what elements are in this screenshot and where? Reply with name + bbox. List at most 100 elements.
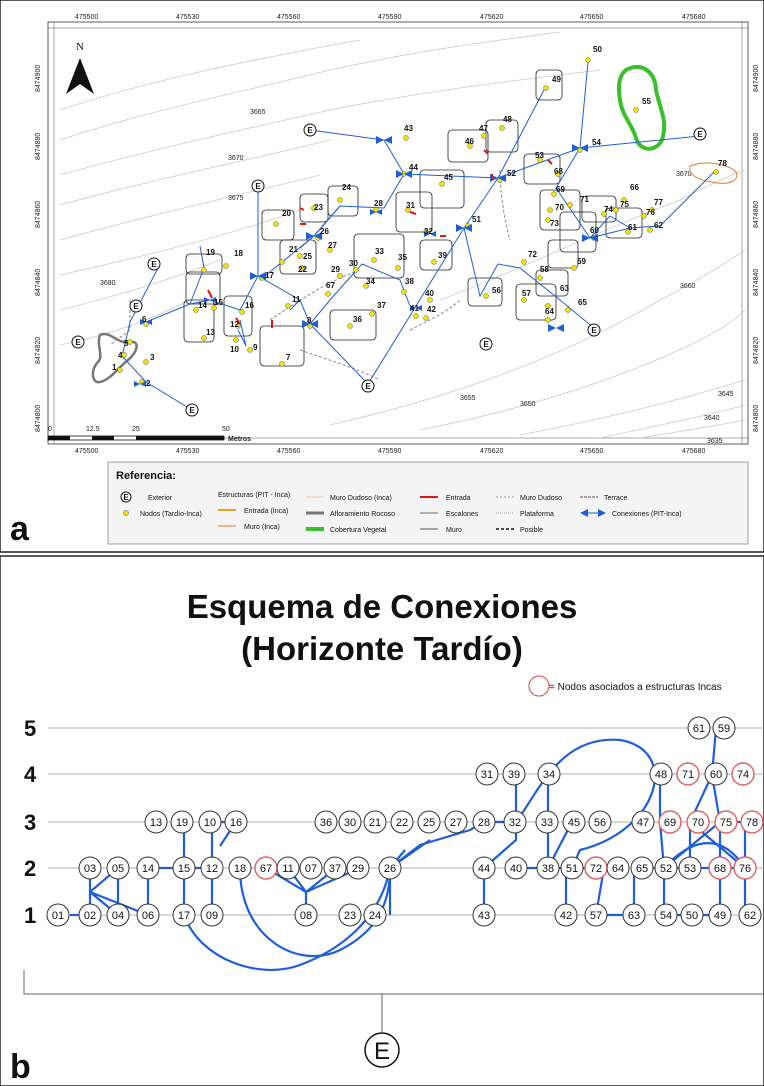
- node-ring: [649, 762, 673, 786]
- map-node-label: 57: [522, 289, 531, 298]
- node-ring: [276, 856, 300, 880]
- map-node-label: 29: [331, 265, 340, 274]
- map-node-label: 63: [560, 284, 569, 293]
- node-ring: [606, 856, 630, 880]
- map-node-label: 22: [298, 265, 307, 274]
- schema-node: 26: [378, 856, 402, 880]
- node-ring: [228, 856, 252, 880]
- schema-node-label: 48: [655, 769, 667, 781]
- legend-terrace: Terrace: [604, 495, 627, 502]
- y-tick: 8474840: [753, 269, 760, 296]
- schema-node: 08: [294, 903, 318, 927]
- level-labels: 5 4 3 2 1: [24, 716, 37, 928]
- node-ring: [562, 810, 586, 834]
- schema-node: 64: [606, 856, 630, 880]
- map-node-label: 42: [427, 305, 436, 314]
- map-node-label: 39: [438, 251, 447, 260]
- schema-node: 68: [708, 856, 732, 880]
- node-ring: [323, 856, 347, 880]
- exterior-label: E: [133, 302, 139, 311]
- map-node-label: 58: [540, 265, 549, 274]
- inca-node-ring: [658, 810, 682, 834]
- node-ring: [654, 856, 678, 880]
- inca-node-ring: [676, 762, 700, 786]
- map-node-label: 15: [214, 298, 223, 307]
- map-node-label: 20: [282, 209, 291, 218]
- exterior-marker: E: [361, 379, 375, 393]
- legend-structures-title: Estructuras (PIT - Inca): [218, 492, 290, 499]
- schema-node-label: 74: [737, 769, 749, 781]
- map-node-label: 30: [349, 259, 358, 268]
- scale-label: 25: [132, 426, 140, 433]
- legend-muro-inca: Muro (Inca): [244, 524, 280, 531]
- x-tick: 475620: [480, 14, 503, 21]
- map-node-label: 59: [577, 257, 586, 266]
- schema-node-label: 44: [478, 863, 490, 875]
- contour-label: 3650: [520, 401, 536, 408]
- legend-cobertura: Cobertura Vegetal: [330, 527, 387, 534]
- map-node-label: 46: [465, 137, 474, 146]
- node-ring: [472, 903, 496, 927]
- exterior-marker: E: [71, 335, 85, 349]
- schema-node: 48: [649, 762, 673, 786]
- schema-node: 44: [472, 856, 496, 880]
- node-ring: [224, 810, 248, 834]
- schema-node-label: 34: [543, 769, 555, 781]
- map-node-label: 21: [289, 245, 298, 254]
- schema-node: 39: [502, 762, 526, 786]
- schema-node-label: 62: [744, 910, 756, 922]
- x-tick: 475530: [176, 14, 199, 21]
- schema-node: 57: [584, 903, 608, 927]
- schema-node: 33: [535, 810, 559, 834]
- level-label: 1: [24, 903, 36, 928]
- schema-node-label: 75: [720, 817, 732, 829]
- schema-node-label: 57: [590, 910, 602, 922]
- map-node-label: 49: [552, 75, 561, 84]
- schema-node: 10: [198, 810, 222, 834]
- exterior-markers: E E E E E E E E E E: [71, 123, 707, 417]
- schema-node-label: 38: [542, 863, 554, 875]
- schema-node-label: 52: [660, 863, 672, 875]
- node-ring: [78, 856, 102, 880]
- schema-node-label: 08: [300, 910, 312, 922]
- map-node-label: 77: [654, 198, 663, 207]
- schema-node-label: 22: [396, 817, 408, 829]
- y-tick: 8474800: [35, 405, 42, 432]
- map-node-label: 26: [320, 227, 329, 236]
- node-ring: [560, 856, 584, 880]
- schema-node-label: 10: [204, 817, 216, 829]
- map-node-label: 52: [507, 169, 516, 178]
- inca-node-ring: [708, 856, 732, 880]
- schema-node-label: 45: [568, 817, 580, 829]
- y-tick: 8474860: [35, 201, 42, 228]
- node-ring: [338, 903, 362, 927]
- inca-legend-text: = Nodos asociados a estructuras Incas: [549, 682, 722, 693]
- map-node-label: 71: [580, 195, 589, 204]
- map-node-label: 4: [118, 351, 123, 360]
- schema-node: 32: [503, 810, 527, 834]
- schema-node: 45: [562, 810, 586, 834]
- schema-node: 30: [338, 810, 362, 834]
- x-tick: 475680: [682, 448, 705, 455]
- x-tick: 475590: [378, 448, 401, 455]
- schema-node-label: 18: [234, 863, 246, 875]
- schema-title-line2: (Horizonte Tardío): [241, 630, 523, 667]
- node-ring: [390, 810, 414, 834]
- node-ring: [622, 903, 646, 927]
- map-node-label: 72: [528, 250, 537, 259]
- legend-muro-dudoso: Muro Dudoso: [520, 495, 562, 502]
- map-node-label: 70: [555, 203, 564, 212]
- map-node-label: 73: [550, 219, 559, 228]
- scale-label: 0: [48, 426, 52, 433]
- node-ring: [444, 810, 468, 834]
- scale-label: 12.5: [86, 426, 100, 433]
- node-ring: [106, 856, 130, 880]
- map-node-label: 9: [253, 343, 258, 352]
- map-node-label: 66: [630, 183, 639, 192]
- y-axis-right: 8474900 8474880 8474860 8474840 8474820 …: [753, 65, 760, 432]
- schema-node: 42: [554, 903, 578, 927]
- node-ring: [106, 903, 130, 927]
- map-node-label: 47: [479, 124, 488, 133]
- node-ring: [136, 903, 160, 927]
